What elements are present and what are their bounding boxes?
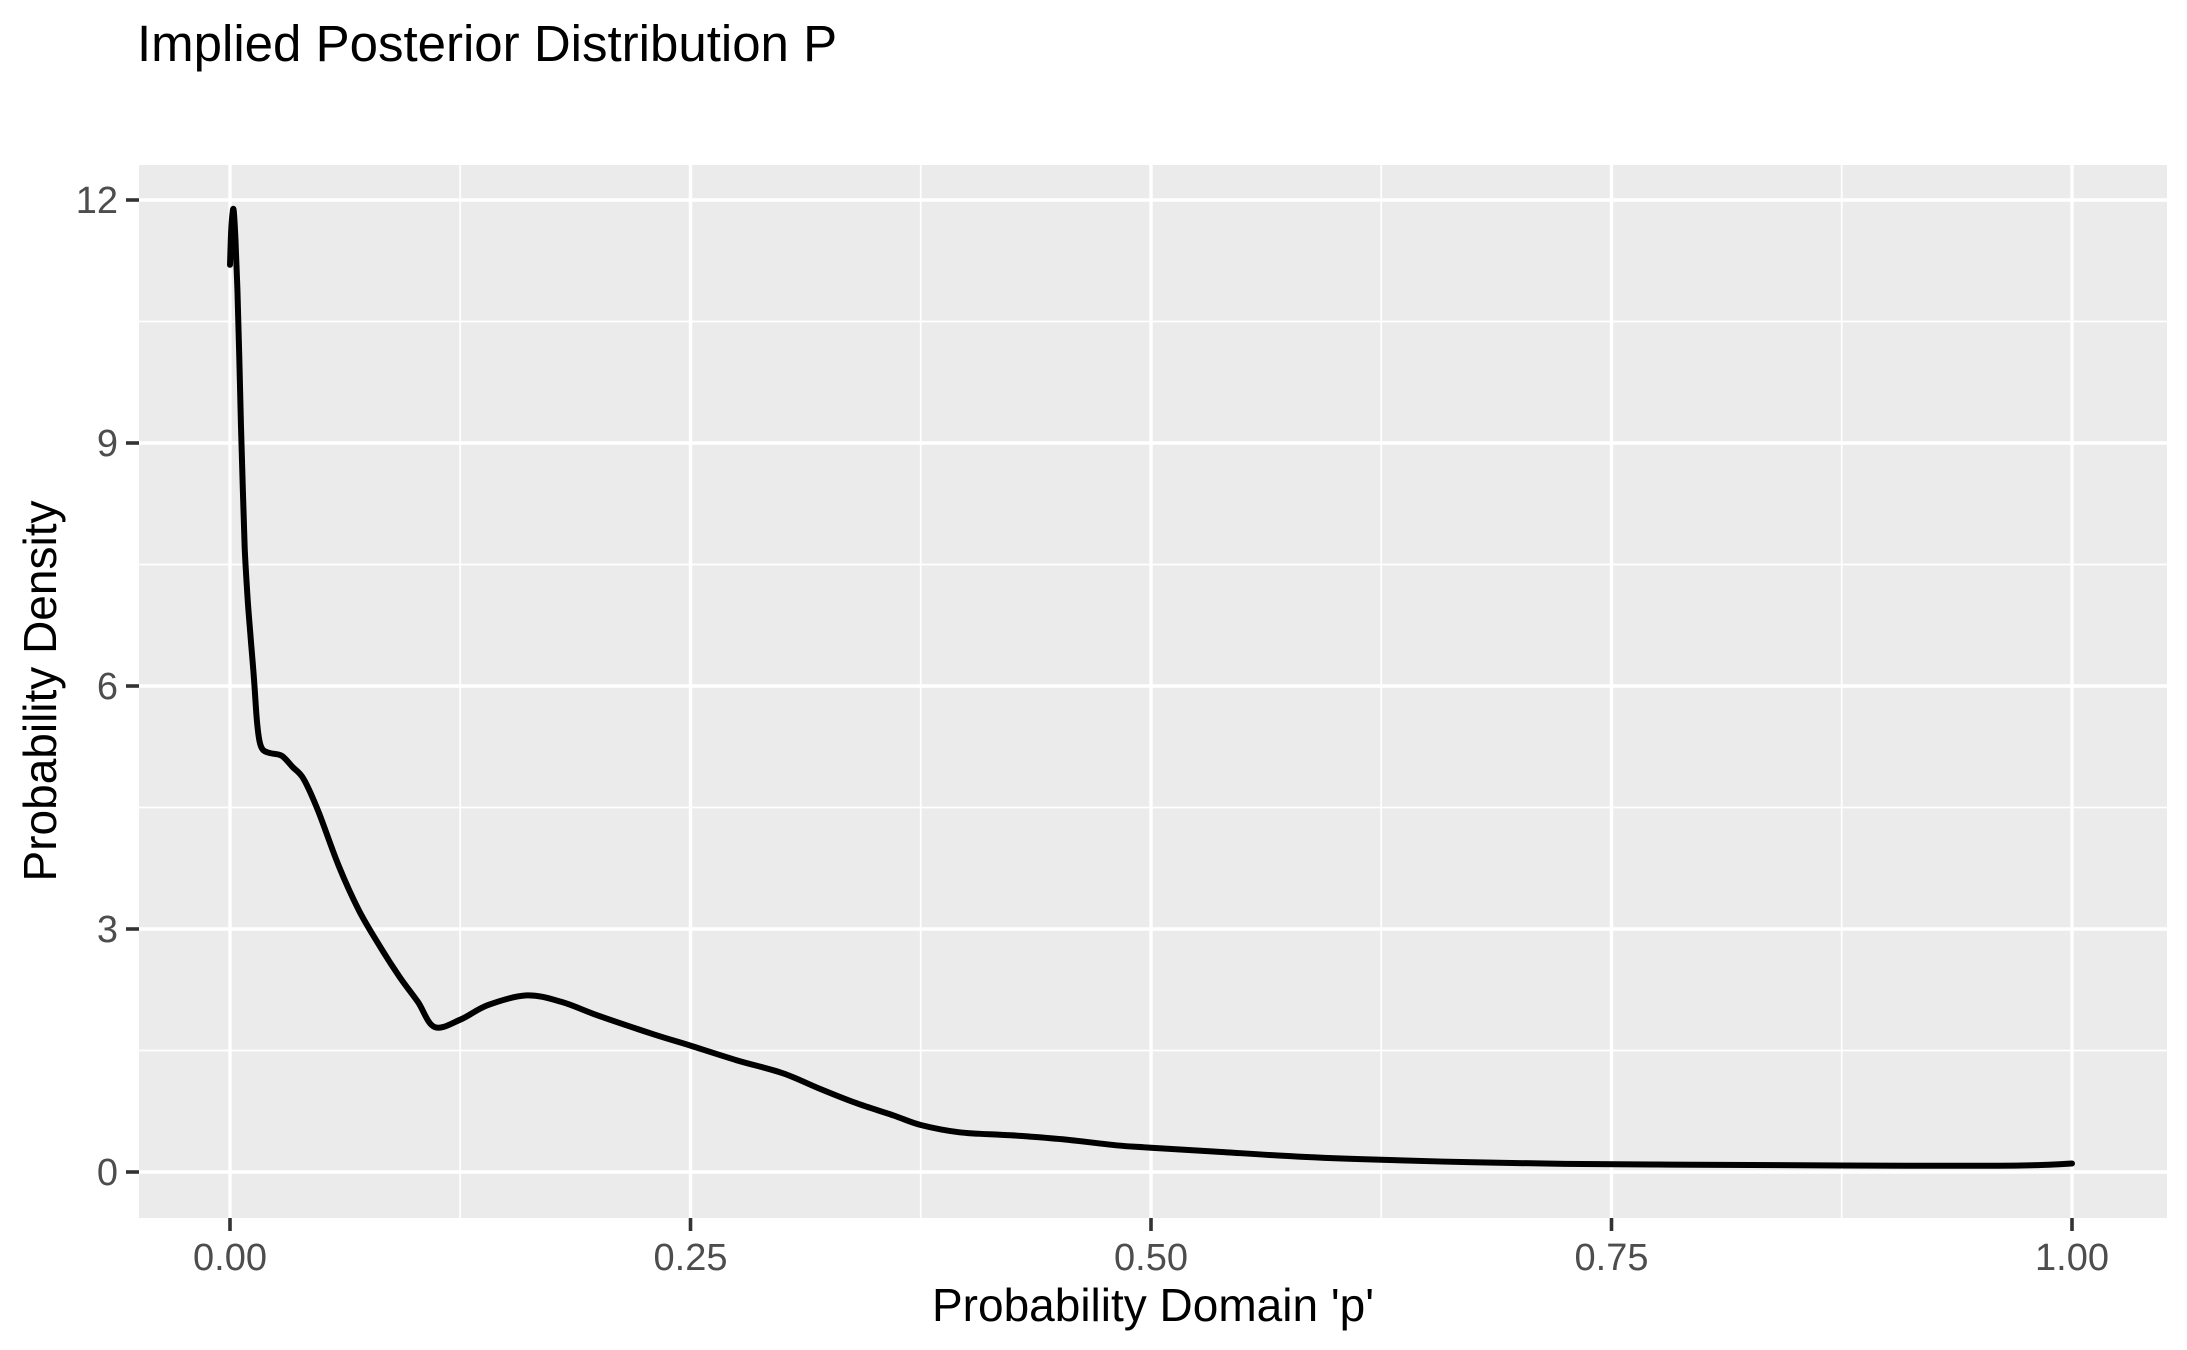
- x-tick-label: 1.00: [2035, 1237, 2109, 1279]
- y-axis-title: Probability Density: [14, 500, 66, 882]
- y-tick-label: 9: [97, 423, 118, 465]
- y-tick-label: 0: [97, 1152, 118, 1194]
- axis-tick-marks: [126, 198, 2074, 1231]
- plot-title: Implied Posterior Distribution P: [137, 15, 838, 72]
- major-gridlines: [139, 165, 2167, 1218]
- plot-panel: [139, 165, 2167, 1218]
- minor-gridlines: [139, 165, 2167, 1218]
- y-tick-label: 6: [97, 666, 118, 708]
- density-curve: [227, 205, 2075, 1169]
- x-tick-label: 0.25: [654, 1237, 728, 1279]
- x-tick-label: 0.00: [193, 1237, 267, 1279]
- x-tick-label: 0.50: [1114, 1237, 1188, 1279]
- y-tick-label: 12: [76, 180, 118, 222]
- x-axis-title: Probability Domain 'p': [932, 1279, 1374, 1331]
- x-tick-label: 0.75: [1575, 1237, 1649, 1279]
- axis-tick-labels: 0.00 0.25 0.50 0.75 1.00 0 3 6 9 12: [76, 180, 2109, 1279]
- y-tick-label: 3: [97, 909, 118, 951]
